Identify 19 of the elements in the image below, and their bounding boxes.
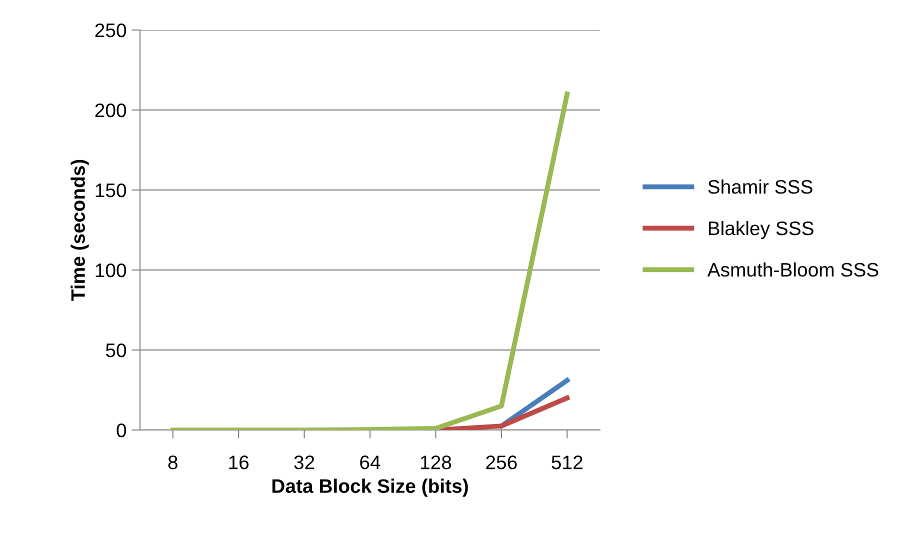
y-axis-title: Time (seconds) bbox=[70, 160, 89, 301]
x-tick-label: 32 bbox=[294, 456, 314, 470]
x-tick-label: 512 bbox=[552, 456, 582, 470]
legend-label: Blakley SSS bbox=[708, 220, 814, 240]
x-tick-label: 256 bbox=[486, 456, 517, 470]
line-series bbox=[170, 92, 570, 430]
y-tick-label: 150 bbox=[96, 183, 126, 198]
y-tick-label: 200 bbox=[95, 103, 126, 118]
x-tick-label: 16 bbox=[229, 456, 249, 470]
x-axis-title: Data Block Size (bits) bbox=[272, 478, 468, 497]
y-tick-label: 50 bbox=[106, 343, 126, 358]
y-tick-label: 100 bbox=[96, 263, 126, 278]
y-tick-label: 0 bbox=[116, 423, 126, 438]
legend-label: Shamir SSS bbox=[708, 179, 812, 194]
x-tick-label: 64 bbox=[360, 456, 380, 470]
x-tick-label: 128 bbox=[420, 456, 452, 470]
x-tick-label: 8 bbox=[168, 456, 178, 470]
legend-label: Asmuth-Bloom SSS bbox=[707, 262, 878, 277]
y-tick-label: 250 bbox=[95, 23, 126, 38]
